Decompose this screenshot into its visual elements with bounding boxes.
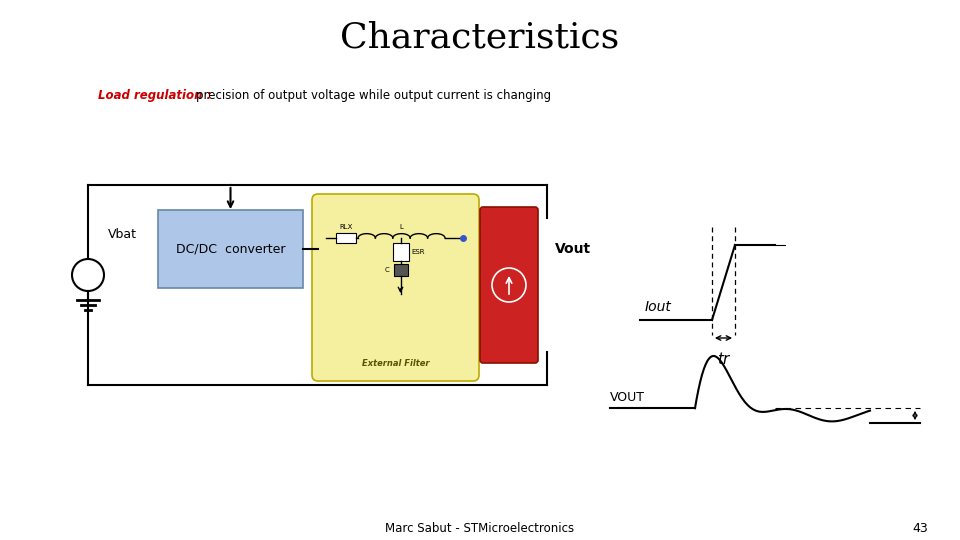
Text: External Filter: External Filter bbox=[362, 359, 429, 368]
Text: Marc Sabut - STMicroelectronics: Marc Sabut - STMicroelectronics bbox=[385, 522, 575, 535]
Text: Vbat: Vbat bbox=[108, 228, 137, 241]
Text: 43: 43 bbox=[912, 522, 928, 535]
Bar bbox=[158, 210, 303, 288]
Text: L: L bbox=[399, 224, 403, 230]
Text: DC/DC  converter: DC/DC converter bbox=[176, 242, 285, 255]
Text: VOUT: VOUT bbox=[610, 391, 645, 404]
Circle shape bbox=[72, 259, 104, 291]
Bar bbox=[393, 243, 409, 261]
Text: C: C bbox=[385, 267, 390, 273]
Text: Characteristics: Characteristics bbox=[341, 21, 619, 55]
FancyBboxPatch shape bbox=[480, 207, 538, 363]
Text: precision of output voltage while output current is changing: precision of output voltage while output… bbox=[196, 89, 551, 102]
Bar bbox=[336, 233, 356, 243]
Text: ESR: ESR bbox=[412, 249, 425, 255]
Bar bbox=[394, 264, 407, 276]
Text: Vout: Vout bbox=[555, 242, 591, 256]
Text: tr: tr bbox=[717, 352, 730, 367]
FancyBboxPatch shape bbox=[312, 194, 479, 381]
Text: Load regulation :: Load regulation : bbox=[98, 89, 215, 102]
Text: Iout: Iout bbox=[645, 300, 672, 314]
Text: RLX: RLX bbox=[339, 224, 352, 230]
